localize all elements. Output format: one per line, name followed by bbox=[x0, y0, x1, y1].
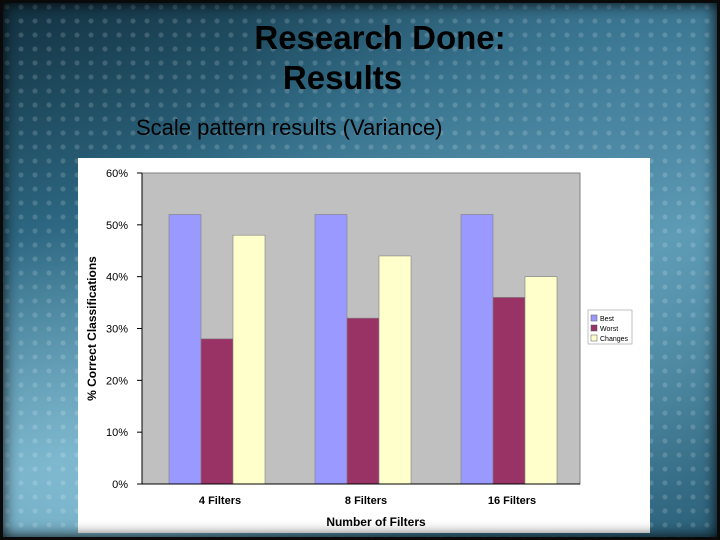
bar-worst-1 bbox=[200, 338, 234, 485]
bar-best-1 bbox=[168, 214, 202, 485]
bar-changes-2 bbox=[378, 255, 412, 485]
legend-swatch-worst bbox=[590, 324, 598, 332]
bar-best-2 bbox=[314, 214, 348, 485]
y-tick-label: 60% bbox=[106, 168, 128, 180]
y-tick-label: 50% bbox=[106, 220, 128, 232]
y-tick-label: 10% bbox=[106, 427, 128, 439]
legend-label-changes: Changes bbox=[600, 336, 629, 343]
y-tick-label: 30% bbox=[106, 324, 128, 336]
slide-title-line-1: Research Done: bbox=[254, 19, 506, 56]
legend-swatch-best bbox=[590, 314, 598, 322]
y-tick-label: 20% bbox=[106, 375, 128, 387]
y-axis-title: % Correct Classifications bbox=[85, 256, 99, 401]
y-tick-label: 0% bbox=[112, 479, 128, 491]
bar-changes-1 bbox=[232, 234, 266, 485]
legend-label-worst: Worst bbox=[600, 326, 618, 333]
bar-chart: 0% 10% 20% 30% 40% 50% 60% 4 Filters 8 Filters 16… bbox=[85, 168, 633, 529]
bar-worst-2 bbox=[346, 317, 380, 485]
bar-best-3 bbox=[460, 214, 494, 485]
slide-subtitle: Scale pattern results (Variance) bbox=[136, 115, 443, 140]
legend-swatch-changes bbox=[590, 334, 598, 342]
slide-title-line-2: Results bbox=[282, 59, 403, 96]
x-tick-label: 4 Filters bbox=[199, 495, 241, 507]
x-tick-label: 8 Filters bbox=[345, 495, 387, 507]
x-tick-label: 16 Filters bbox=[488, 495, 536, 507]
bar-worst-3 bbox=[492, 297, 526, 485]
legend-label-best: Best bbox=[600, 316, 614, 323]
y-tick-label: 40% bbox=[106, 272, 128, 284]
x-axis-title: Number of Filters bbox=[326, 515, 426, 529]
slide-title: Research Done: Results bbox=[0, 18, 720, 98]
bar-changes-3 bbox=[524, 276, 558, 485]
